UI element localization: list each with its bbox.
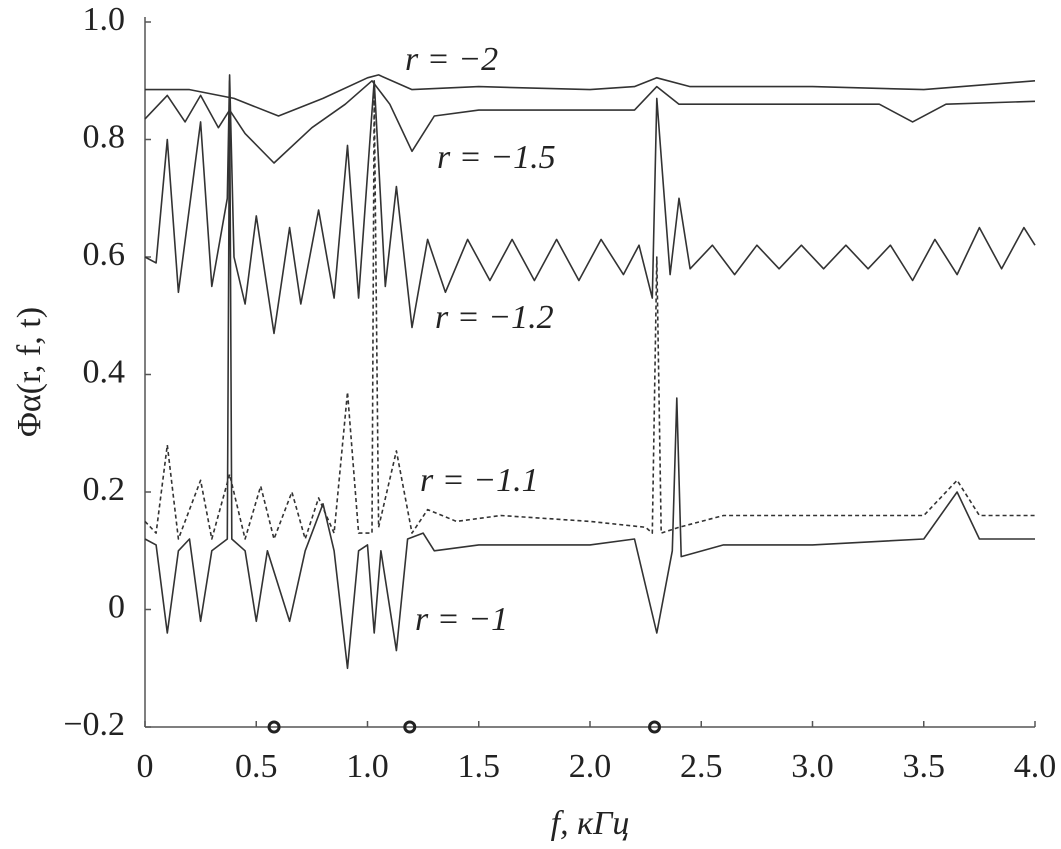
x-axis-label: f, кГц [551,805,630,842]
series-label: r = −1.2 [435,299,554,336]
axis-marker [648,720,662,734]
x-tick-label: 2.0 [569,748,612,785]
x-tick-label: 0 [137,748,154,785]
series-line [145,74,1036,117]
y-axis-label: Φα(r, f, t) [11,307,48,437]
y-tick-label: 0.4 [83,353,126,390]
series-label: r = −1.5 [437,139,556,176]
axis-marker [267,720,281,734]
x-tick-label: 3.0 [791,748,834,785]
x-tick-label: 3.5 [903,748,946,785]
x-tick-label: 4.0 [1014,748,1057,785]
x-tick-label: 0.5 [235,748,278,785]
x-tick-label: 1.0 [346,748,389,785]
y-tick-label: 0.2 [83,471,126,508]
series-label: r = −2 [405,41,498,78]
y-tick-label: 0.8 [83,118,126,155]
series-line [144,80,1036,164]
y-tick-label: 0.6 [83,236,126,273]
y-tick-label: 1.0 [83,1,126,38]
series-line [144,80,1035,670]
series-label: r = −1.1 [420,462,539,499]
axis-marker [403,720,417,734]
y-tick-label: 0 [108,588,125,625]
x-tick-label: 1.5 [458,748,501,785]
series-line [144,74,1036,335]
x-tick-label: 2.5 [680,748,723,785]
y-tick-label: −0.2 [63,706,125,743]
series-label: r = −1 [415,601,508,638]
